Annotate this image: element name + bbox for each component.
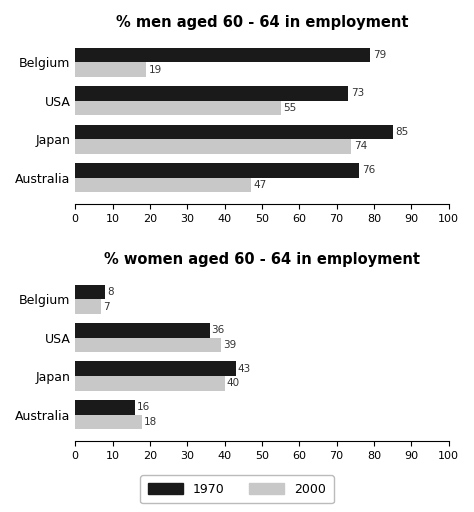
Bar [75,337,221,352]
Bar [75,415,142,429]
Text: 39: 39 [223,340,236,350]
Bar [75,299,101,314]
Text: 7: 7 [103,302,110,311]
Text: 76: 76 [362,165,375,175]
Bar [75,139,351,154]
Text: 47: 47 [254,180,267,190]
Bar [75,285,105,299]
Text: 18: 18 [144,417,157,427]
Bar [75,86,348,101]
Bar [75,124,392,139]
Title: % men aged 60 - 64 in employment: % men aged 60 - 64 in employment [116,15,408,30]
Text: 40: 40 [227,378,239,389]
Bar [75,163,359,178]
Bar [75,323,210,337]
Text: 36: 36 [211,325,225,335]
Text: 73: 73 [351,89,364,98]
Text: 19: 19 [149,65,163,75]
Text: 55: 55 [283,103,297,113]
Bar [75,400,135,415]
Bar [75,101,281,115]
Bar [75,376,225,391]
Text: 79: 79 [373,50,386,60]
Text: 85: 85 [395,127,409,137]
Text: 8: 8 [107,287,114,297]
Bar [75,361,236,376]
Bar [75,178,251,192]
Bar [75,48,370,62]
Bar [75,62,146,77]
Text: 74: 74 [355,141,368,152]
Text: 16: 16 [137,402,150,412]
Legend: 1970, 2000: 1970, 2000 [140,475,334,503]
Text: 43: 43 [237,364,251,374]
Title: % women aged 60 - 64 in employment: % women aged 60 - 64 in employment [104,252,420,267]
